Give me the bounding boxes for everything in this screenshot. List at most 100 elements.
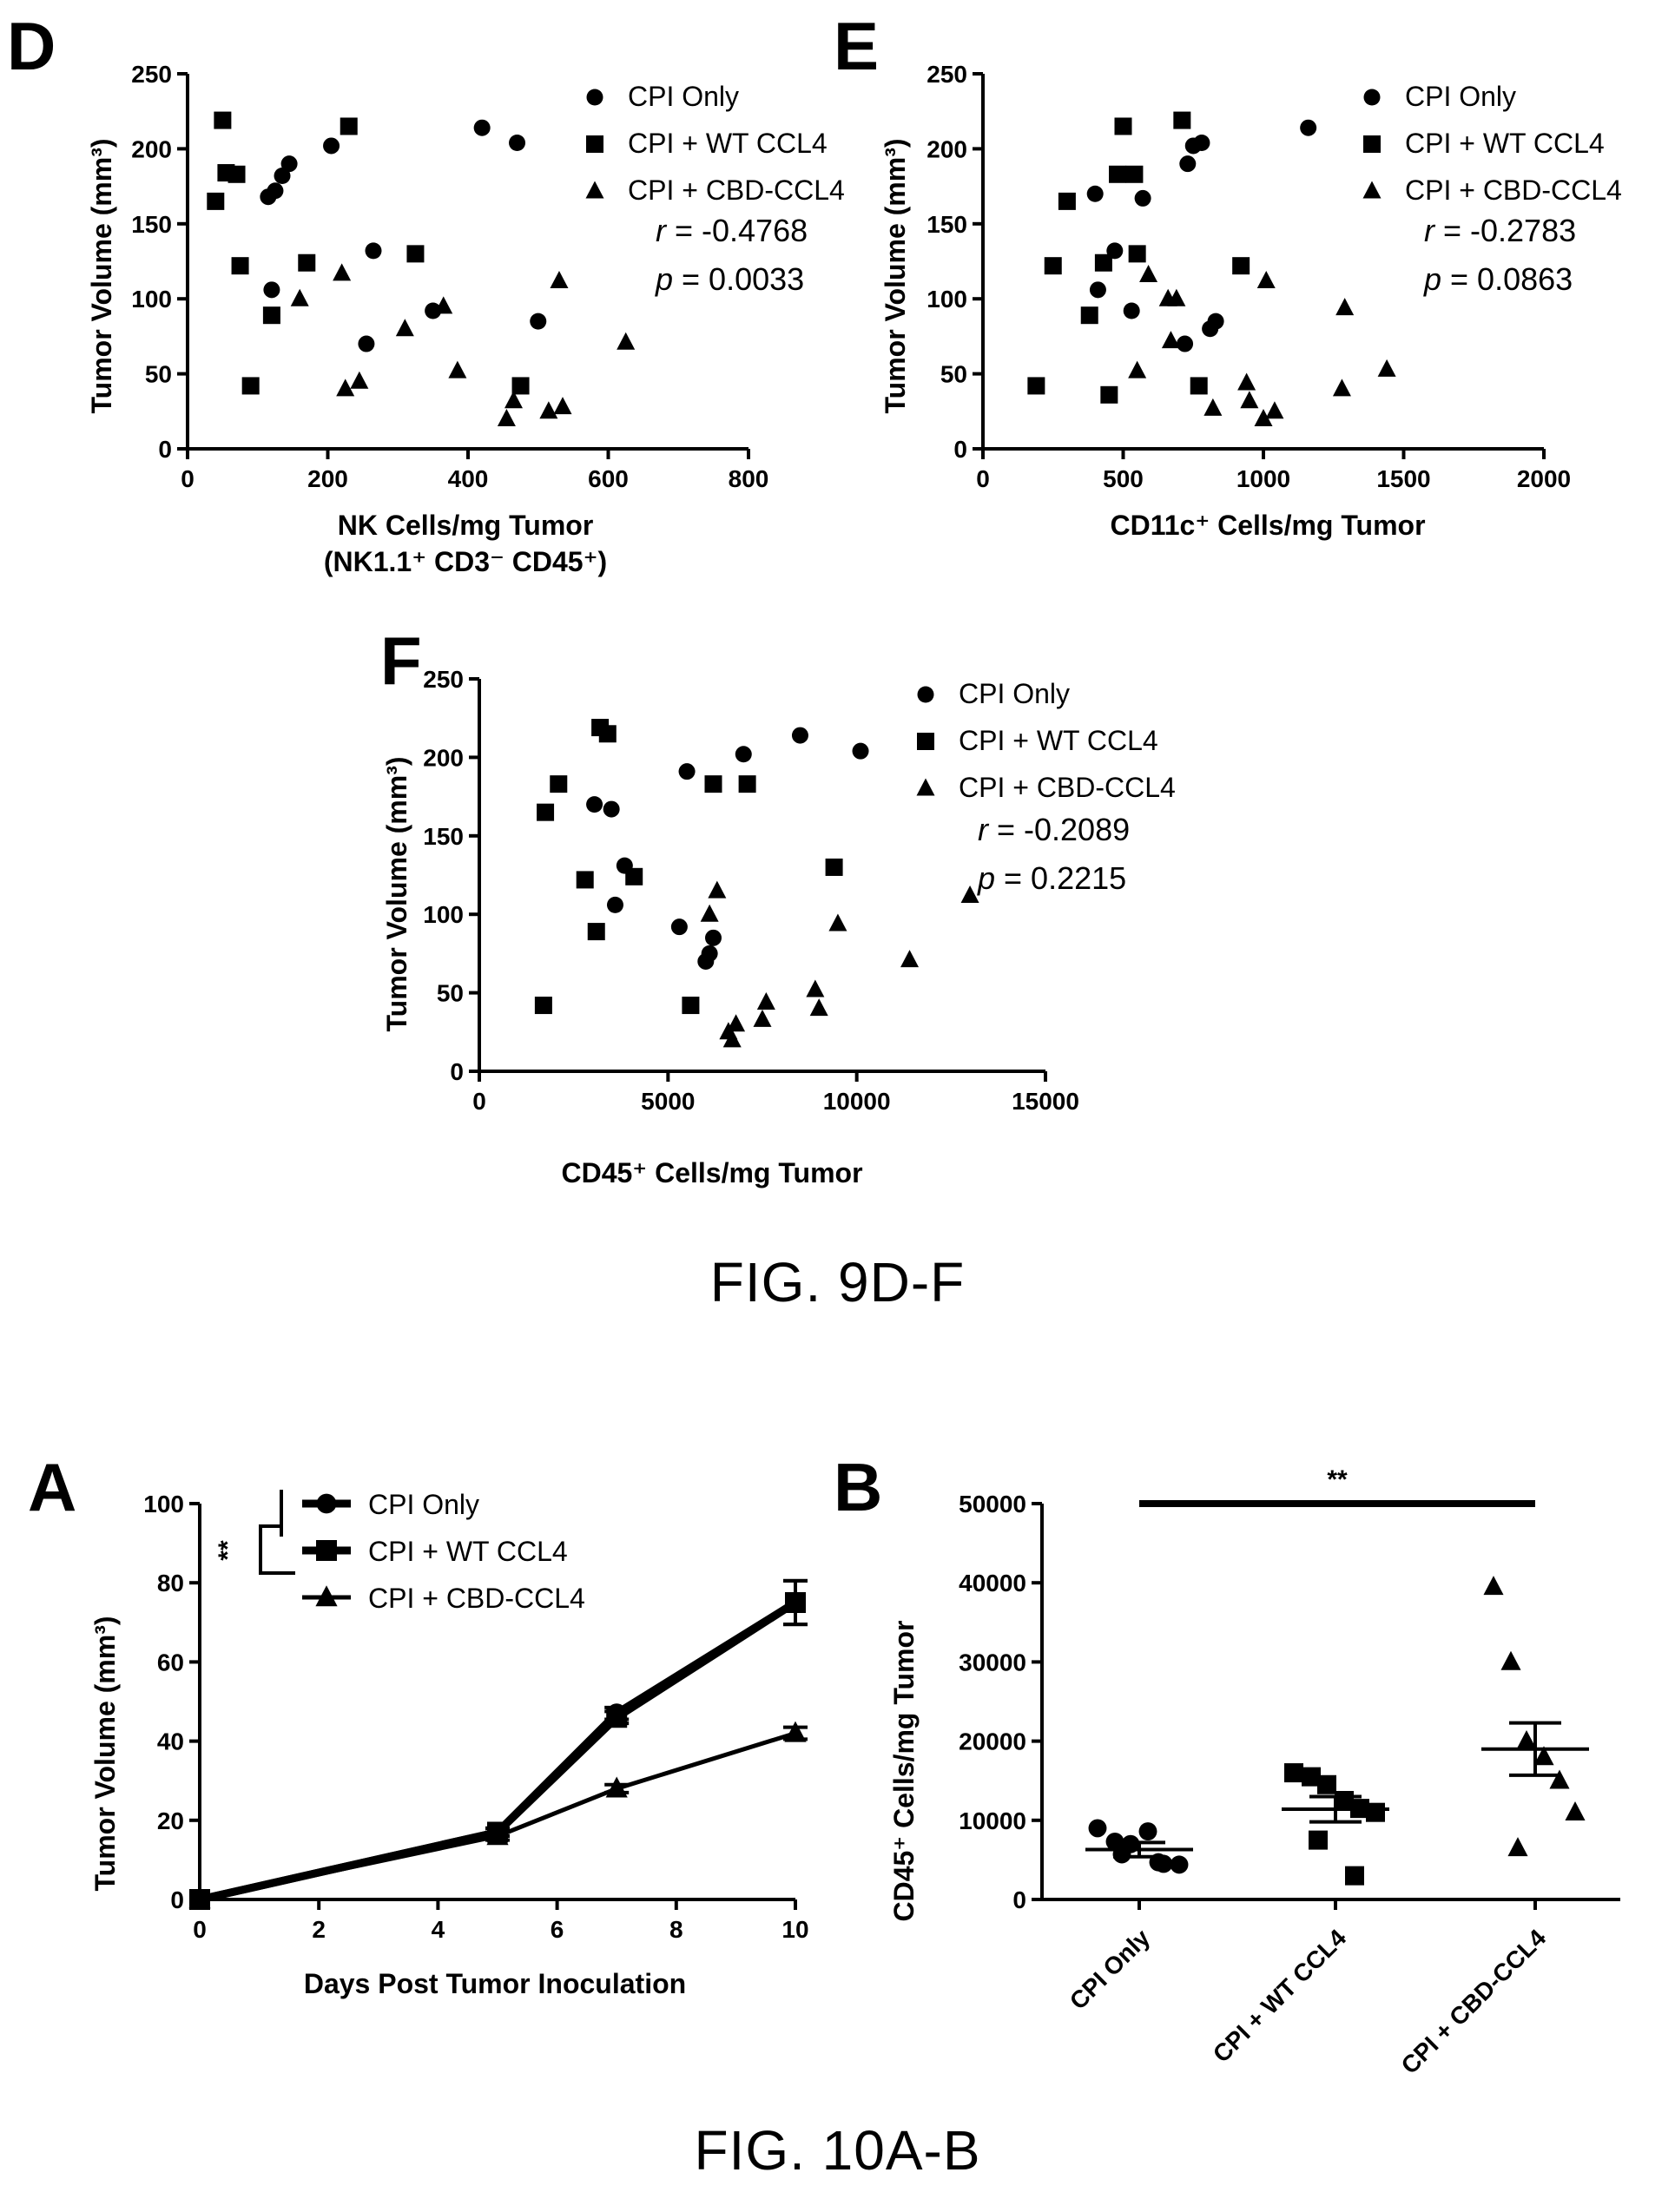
y-axis-label: Tumor Volume (mm³) bbox=[880, 138, 911, 413]
y-tick-label: 150 bbox=[927, 211, 967, 238]
significance-stars: ** bbox=[214, 1540, 242, 1561]
y-tick-label: 100 bbox=[131, 286, 172, 313]
y-tick-label: 0 bbox=[953, 436, 967, 463]
legend-marker-circle bbox=[316, 1493, 337, 1514]
legend-label: CPI Only bbox=[1405, 81, 1516, 112]
data-point-triangle bbox=[448, 360, 467, 379]
figure-caption-10: FIG. 10A-B bbox=[694, 2119, 981, 2182]
y-tick-label: 100 bbox=[423, 901, 464, 928]
data-point-square bbox=[606, 1707, 628, 1728]
y-tick-label: 50 bbox=[145, 361, 172, 388]
data-point-circle bbox=[1193, 134, 1210, 151]
data-point-triangle bbox=[722, 1030, 742, 1048]
data-point-triangle bbox=[1335, 298, 1355, 316]
legend-label: CPI + WT CCL4 bbox=[368, 1536, 568, 1567]
legend-label: CPI + CBD-CCL4 bbox=[628, 174, 845, 206]
legend-marker-square bbox=[1363, 135, 1381, 153]
data-point-square bbox=[587, 923, 605, 941]
data-point-circle bbox=[704, 929, 722, 946]
p-value: p = 0.2215 bbox=[977, 860, 1126, 896]
data-point-triangle bbox=[1256, 270, 1276, 288]
data-point-triangle bbox=[336, 379, 355, 397]
r-value: r = -0.2783 bbox=[1424, 213, 1576, 248]
x-tick-label: 2000 bbox=[1517, 465, 1571, 492]
data-point-square bbox=[738, 775, 756, 793]
data-point-square bbox=[262, 306, 280, 325]
legend-marker-square bbox=[316, 1540, 337, 1561]
data-point-square bbox=[1100, 385, 1118, 404]
x-tick-label: 5000 bbox=[641, 1088, 695, 1115]
data-point-circle bbox=[1089, 281, 1106, 299]
data-point-triangle bbox=[539, 401, 558, 419]
data-point-square bbox=[406, 245, 425, 263]
panel-letter: A bbox=[28, 1449, 76, 1525]
data-point-circle bbox=[365, 242, 382, 260]
data-point-circle bbox=[678, 763, 696, 780]
data-point-circle bbox=[263, 281, 280, 299]
data-point-square bbox=[241, 377, 260, 395]
legend-label: CPI + WT CCL4 bbox=[1405, 128, 1605, 159]
data-point-circle bbox=[701, 945, 718, 962]
y-tick-label: 60 bbox=[157, 1649, 184, 1675]
y-tick-label: 250 bbox=[927, 61, 967, 88]
y-tick-label: 50000 bbox=[959, 1491, 1026, 1517]
y-tick-label: 200 bbox=[131, 135, 172, 162]
x-axis-label: Days Post Tumor Inoculation bbox=[304, 1968, 686, 1999]
data-point-triangle bbox=[1240, 391, 1259, 409]
data-point-triangle bbox=[1139, 265, 1158, 283]
data-point-square bbox=[1044, 257, 1062, 275]
x-tick-label: 0 bbox=[472, 1088, 486, 1115]
data-point-triangle bbox=[1549, 1769, 1570, 1789]
data-point-triangle bbox=[1565, 1801, 1586, 1821]
data-point-circle bbox=[852, 742, 869, 760]
data-point-triangle bbox=[1237, 372, 1256, 391]
data-point-square bbox=[1190, 377, 1208, 395]
data-point-circle bbox=[791, 727, 808, 744]
legend-label: CPI + WT CCL4 bbox=[628, 128, 828, 159]
data-point-triangle bbox=[700, 904, 719, 922]
y-tick-label: 40 bbox=[157, 1728, 184, 1755]
y-tick-label: 150 bbox=[131, 211, 172, 238]
x-tick-label: 10000 bbox=[823, 1088, 891, 1115]
data-point-square bbox=[1173, 111, 1191, 129]
data-point-square bbox=[1125, 165, 1144, 183]
x-tick-label: 1500 bbox=[1376, 465, 1430, 492]
legend-label: CPI + CBD-CCL4 bbox=[1405, 174, 1622, 206]
x-category-label: CPI + WT CCL4 bbox=[1208, 1924, 1352, 2068]
legend-marker-circle bbox=[586, 89, 603, 106]
data-point-square bbox=[298, 253, 316, 272]
data-point-circle bbox=[606, 896, 623, 913]
y-tick-label: 50 bbox=[437, 980, 464, 1007]
y-tick-label: 100 bbox=[927, 286, 967, 313]
data-point-square bbox=[214, 111, 232, 129]
series-line bbox=[199, 1731, 796, 1902]
legend-label: CPI + WT CCL4 bbox=[959, 725, 1158, 756]
legend-label: CPI Only bbox=[368, 1489, 479, 1520]
panel-letter: B bbox=[834, 1449, 882, 1525]
data-point-circle bbox=[267, 182, 284, 200]
sem-error-bar bbox=[1113, 1840, 1165, 1859]
y-tick-label: 250 bbox=[131, 61, 172, 88]
sem-error-bar bbox=[1509, 1721, 1561, 1777]
y-axis-label: Tumor Volume (mm³) bbox=[89, 1616, 121, 1891]
data-point-square bbox=[1080, 306, 1098, 325]
data-point-triangle bbox=[753, 1009, 772, 1027]
x-tick-label: 2 bbox=[312, 1916, 326, 1943]
data-point-square bbox=[511, 377, 530, 395]
data-point-circle bbox=[280, 155, 298, 173]
y-tick-label: 0 bbox=[158, 436, 172, 463]
data-point-square bbox=[576, 871, 594, 889]
legend-marker-square bbox=[586, 135, 603, 153]
data-point-square bbox=[1027, 377, 1045, 395]
data-point-circle bbox=[670, 918, 688, 936]
p-value: p = 0.0863 bbox=[1423, 261, 1573, 297]
significance-bracket bbox=[259, 1490, 295, 1575]
data-point-square bbox=[598, 725, 617, 743]
x-tick-label: 6 bbox=[551, 1916, 564, 1943]
data-point-circle bbox=[358, 335, 375, 352]
y-tick-label: 250 bbox=[423, 666, 464, 693]
r-value: r = -0.2089 bbox=[978, 812, 1130, 847]
plot-area: 0 50 100 150 200 250 0 5000 10000 15000 CPI Only CP… bbox=[423, 666, 1176, 1115]
data-point-triangle bbox=[486, 1824, 509, 1846]
data-point-square bbox=[1302, 1767, 1321, 1787]
